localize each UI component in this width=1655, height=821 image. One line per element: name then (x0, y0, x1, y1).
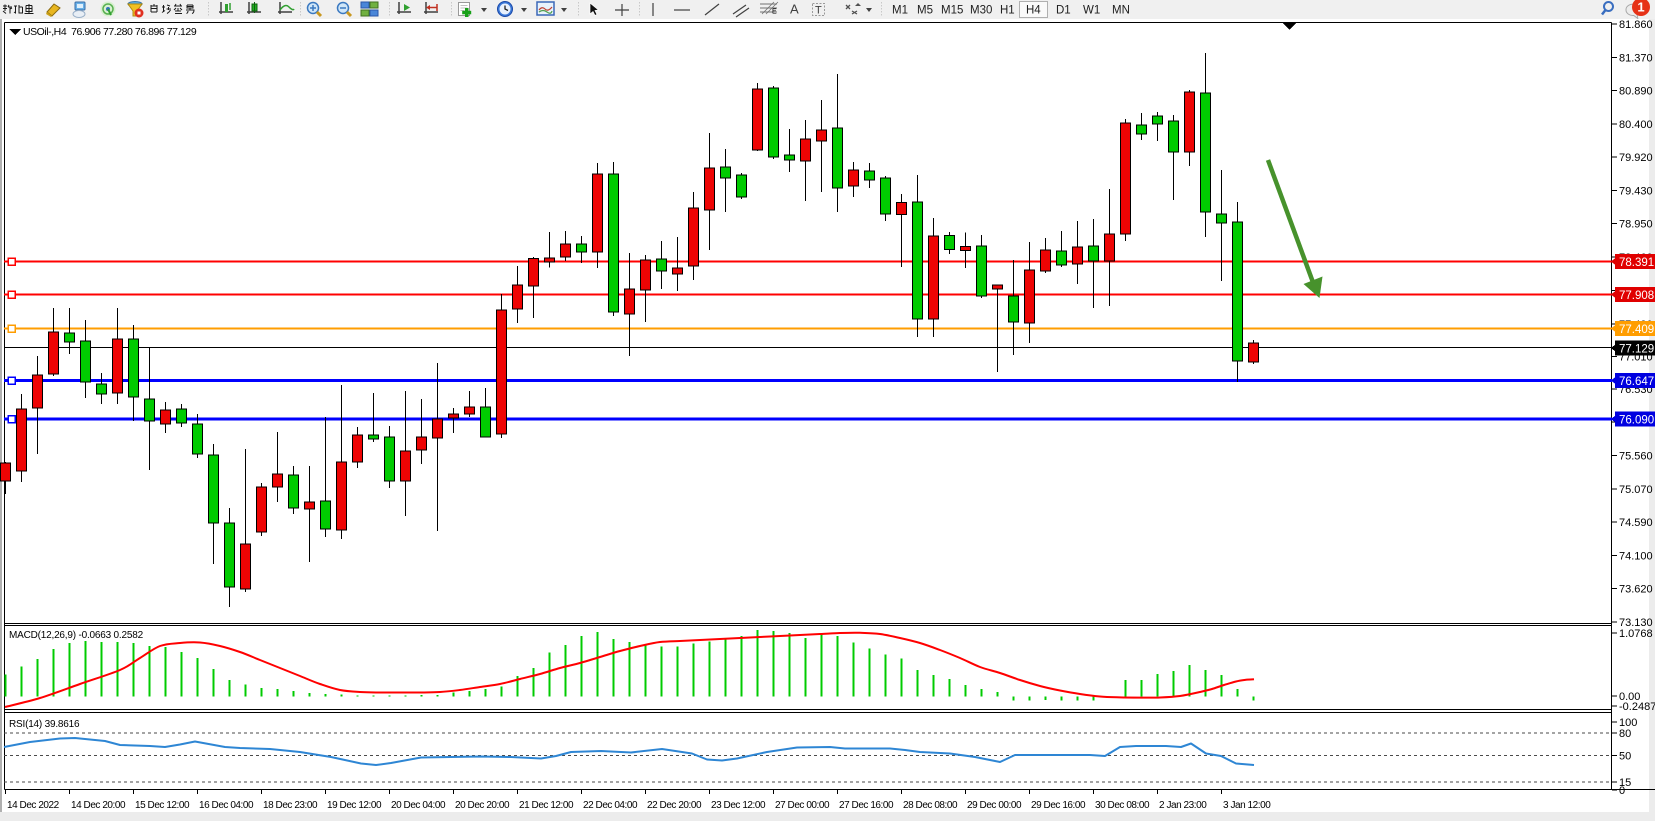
svg-text:77.129: 77.129 (1619, 344, 1654, 356)
svg-text:27 Dec 00:00: 27 Dec 00:00 (775, 800, 830, 811)
svg-text:29 Dec 16:00: 29 Dec 16:00 (1031, 800, 1086, 811)
svg-text:M30: M30 (970, 5, 992, 17)
svg-text:74.590: 74.590 (1619, 517, 1653, 529)
svg-text:MN: MN (1112, 5, 1130, 17)
svg-text:30 Dec 08:00: 30 Dec 08:00 (1095, 800, 1150, 811)
svg-text:H1: H1 (1000, 5, 1015, 17)
svg-text:76.090: 76.090 (1619, 415, 1654, 427)
svg-text:81.860: 81.860 (1619, 19, 1653, 31)
svg-text:14 Dec 20:00: 14 Dec 20:00 (71, 800, 126, 811)
svg-text:20 Dec 04:00: 20 Dec 04:00 (391, 800, 446, 811)
svg-text:RSI(14) 39.8616: RSI(14) 39.8616 (9, 719, 80, 730)
svg-text:29 Dec 00:00: 29 Dec 00:00 (967, 800, 1022, 811)
svg-text:MACD(12,26,9) -0.0663 0.2582: MACD(12,26,9) -0.0663 0.2582 (9, 630, 144, 641)
svg-text:20 Dec 20:00: 20 Dec 20:00 (455, 800, 510, 811)
svg-text:USOil-,H4 76.906 77.280 76.89: USOil-,H4 76.906 77.280 76.896 77.129 (23, 26, 197, 38)
svg-text:81.370: 81.370 (1619, 52, 1653, 64)
svg-text:80.890: 80.890 (1619, 85, 1653, 97)
svg-text:A: A (790, 2, 799, 17)
svg-text:W1: W1 (1083, 5, 1100, 17)
svg-text:19 Dec 12:00: 19 Dec 12:00 (327, 800, 382, 811)
svg-text:75.560: 75.560 (1619, 451, 1653, 463)
svg-text:77.908: 77.908 (1619, 290, 1654, 302)
svg-text:22 Dec 04:00: 22 Dec 04:00 (583, 800, 638, 811)
svg-text:E: E (772, 9, 777, 16)
svg-text:15 Dec 12:00: 15 Dec 12:00 (135, 800, 190, 811)
svg-text:50: 50 (1619, 751, 1631, 763)
svg-text:D1: D1 (1056, 5, 1071, 17)
svg-text:M1: M1 (892, 5, 908, 17)
svg-text:H4: H4 (1026, 5, 1041, 17)
svg-text:73.130: 73.130 (1619, 617, 1653, 629)
svg-text:M5: M5 (917, 5, 933, 17)
svg-text:15: 15 (1619, 777, 1631, 789)
svg-text:79.430: 79.430 (1619, 185, 1653, 197)
svg-text:80.400: 80.400 (1619, 119, 1653, 131)
svg-text:T: T (815, 5, 822, 17)
svg-text:76.647: 76.647 (1619, 376, 1654, 388)
svg-text:27 Dec 16:00: 27 Dec 16:00 (839, 800, 894, 811)
svg-text:3 Jan 12:00: 3 Jan 12:00 (1223, 800, 1271, 811)
svg-text:28 Dec 08:00: 28 Dec 08:00 (903, 800, 958, 811)
svg-text:78.391: 78.391 (1619, 257, 1654, 269)
svg-text:0: 0 (1619, 785, 1625, 797)
svg-text:77.409: 77.409 (1619, 324, 1654, 336)
svg-text:73.620: 73.620 (1619, 584, 1653, 596)
svg-text:74.100: 74.100 (1619, 551, 1653, 563)
svg-text:M15: M15 (941, 5, 963, 17)
svg-text:80: 80 (1619, 728, 1631, 740)
svg-text:1: 1 (1637, 0, 1644, 15)
svg-text:78.950: 78.950 (1619, 218, 1653, 230)
svg-text:-0.2487: -0.2487 (1619, 701, 1655, 713)
svg-text:16 Dec 04:00: 16 Dec 04:00 (199, 800, 254, 811)
svg-text:23 Dec 12:00: 23 Dec 12:00 (711, 800, 766, 811)
svg-text:2 Jan 23:00: 2 Jan 23:00 (1159, 800, 1207, 811)
svg-text:75.070: 75.070 (1619, 484, 1653, 496)
svg-text:1.0768: 1.0768 (1619, 628, 1653, 640)
svg-text:21 Dec 12:00: 21 Dec 12:00 (519, 800, 574, 811)
svg-text:100: 100 (1619, 717, 1637, 729)
svg-text:14 Dec 2022: 14 Dec 2022 (7, 800, 60, 811)
svg-text:0.00: 0.00 (1619, 691, 1640, 703)
svg-text:18 Dec 23:00: 18 Dec 23:00 (263, 800, 318, 811)
svg-text:22 Dec 20:00: 22 Dec 20:00 (647, 800, 702, 811)
svg-text:79.920: 79.920 (1619, 152, 1653, 164)
